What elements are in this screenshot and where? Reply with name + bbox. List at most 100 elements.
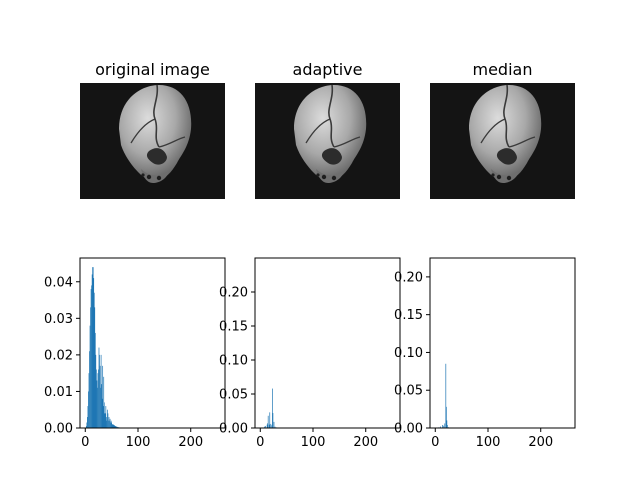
hist-bar <box>93 292 95 428</box>
hist-bar <box>114 426 116 428</box>
x-tick-label: 200 <box>528 435 553 450</box>
hist-bar <box>103 376 105 428</box>
hist-bar <box>102 406 104 428</box>
hist-bar <box>443 425 445 428</box>
hist-bar <box>106 420 108 428</box>
hist-bar <box>266 424 268 428</box>
hist-bar <box>442 424 444 428</box>
y-tick-label: 0.01 <box>44 385 73 400</box>
hist-bar <box>446 420 448 428</box>
x-tick-label: 0 <box>431 435 439 450</box>
hist-bar <box>95 369 97 428</box>
hist-bar <box>107 409 108 428</box>
hist-bar <box>110 420 112 428</box>
hist-bar <box>99 354 100 428</box>
hist-bar <box>113 425 115 428</box>
hist-bar <box>101 398 103 428</box>
hist-bar <box>113 425 115 428</box>
x-tick-label: 100 <box>301 435 326 450</box>
hist-bar <box>269 412 271 428</box>
hist-bar <box>94 332 96 428</box>
x-tick-label: 100 <box>476 435 501 450</box>
hist-bar <box>440 426 441 428</box>
hist-bar <box>445 406 447 428</box>
hist-bar <box>88 391 89 428</box>
y-tick-label: 0.10 <box>219 354 248 369</box>
hist-bar <box>86 422 88 428</box>
hist-bar <box>111 422 112 428</box>
x-tick-label: 100 <box>126 435 151 450</box>
hist-bar <box>87 406 89 428</box>
hist-bar <box>117 426 118 428</box>
hist-bar <box>112 424 114 428</box>
hist-bar <box>264 426 265 428</box>
hist-bar <box>272 413 274 428</box>
hist-bar <box>445 363 447 428</box>
hist-bar <box>447 424 448 428</box>
hist-bar <box>89 351 90 428</box>
hist-bar <box>99 365 101 428</box>
hist-bar <box>95 354 97 428</box>
hist-bar <box>103 402 105 428</box>
hist-bar <box>93 278 95 428</box>
y-tick-label: 0.10 <box>394 346 423 361</box>
hist-bar <box>272 388 273 428</box>
hist-bar <box>96 380 98 428</box>
hist-bar <box>87 417 88 428</box>
y-tick-label: 0.05 <box>219 388 248 403</box>
y-tick-label: 0.05 <box>394 384 423 399</box>
hist-bar <box>105 406 107 428</box>
hist-bar <box>109 420 110 428</box>
y-tick-label: 0.04 <box>44 275 73 290</box>
hist-bar <box>112 424 114 428</box>
hist-bar <box>90 307 91 428</box>
hist-bar <box>271 425 273 428</box>
hist-bar <box>104 413 106 428</box>
y-tick-label: 0.00 <box>44 422 73 437</box>
hist-bar <box>111 424 113 428</box>
x-tick-label: 0 <box>81 435 89 450</box>
hist-bar <box>267 423 269 428</box>
x-tick-label: 200 <box>353 435 378 450</box>
y-tick-label: 0.02 <box>44 348 73 363</box>
hist-bar <box>273 421 275 428</box>
hist-bar <box>97 387 98 428</box>
y-tick-label: 0.20 <box>394 270 423 285</box>
hist-bar <box>102 365 104 428</box>
image-title-3: median <box>473 60 533 79</box>
x-tick-label: 0 <box>256 435 264 450</box>
hist-bar <box>98 369 99 428</box>
hist-bar <box>89 325 91 428</box>
hist-bar <box>106 417 107 428</box>
hist-bar <box>109 418 111 428</box>
hist-bar <box>94 307 96 428</box>
y-tick-label: 0.15 <box>219 320 248 335</box>
hist-bar <box>92 267 94 428</box>
y-tick-label: 0.20 <box>219 286 248 301</box>
axes-frame-2 <box>254 257 401 429</box>
y-tick-label: 0.03 <box>44 312 73 327</box>
hist-bar <box>91 274 93 428</box>
hist-bar <box>88 373 90 428</box>
hist-bar <box>274 426 276 428</box>
x-tick-label: 200 <box>178 435 203 450</box>
hist-bar <box>108 417 110 428</box>
hist-bar <box>91 285 92 428</box>
hist-bar <box>270 423 272 428</box>
hist-bar <box>265 425 266 428</box>
hist-bar <box>100 354 102 428</box>
hist-bar <box>97 373 99 428</box>
hist-bar <box>114 425 116 428</box>
axes-frame-1 <box>79 257 226 429</box>
hist-bar <box>101 384 102 428</box>
hist-bar <box>90 289 92 428</box>
hist-bar <box>444 423 446 428</box>
hist-bar <box>267 415 269 428</box>
hist-bar <box>116 426 117 428</box>
y-tick-label: 0.15 <box>394 308 423 323</box>
image-title-2: adaptive <box>293 60 363 79</box>
hist-bar <box>98 347 100 428</box>
hist-bar <box>100 387 101 428</box>
hist-bar <box>116 426 118 428</box>
